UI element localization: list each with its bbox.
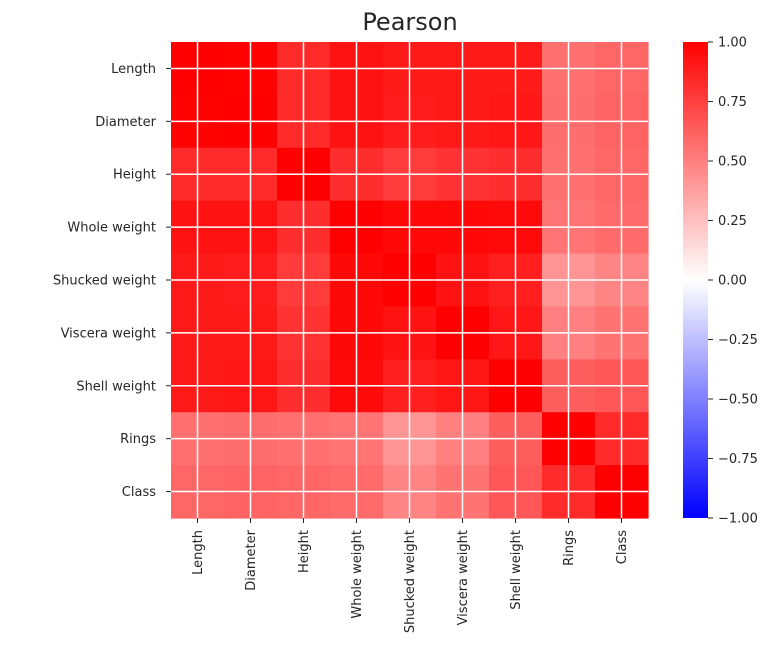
colorbar-tick-label: 0.50 (718, 155, 747, 170)
colorbar-tick-label: −0.25 (718, 333, 758, 348)
colorbar-ticks: 1.00 0.75 0.50 0.25 0.00 −0.25 −0.50 −0.75 −1.00 (708, 36, 758, 527)
x-tick-label: Whole weight (350, 530, 365, 619)
y-tick-label: Shucked weight (53, 274, 156, 289)
y-tick-label: Class (122, 485, 156, 500)
colorbar-tick-label: −1.00 (718, 512, 758, 527)
colorbar-tick-label: 0.75 (718, 95, 747, 110)
x-tick-label: Length (191, 530, 206, 575)
y-tick-labels: Length Diameter Height Whole weight Shucked … (53, 62, 171, 500)
y-tick-label: Rings (120, 432, 156, 447)
colorbar-tick-label: 0.25 (718, 214, 747, 229)
colorbar-tick-label: −0.50 (718, 393, 758, 408)
x-tick-label: Rings (562, 530, 577, 566)
x-tick-label: Viscera weight (456, 530, 471, 625)
x-tick-label: Class (615, 530, 630, 564)
colorbar-tick-label: −0.75 (718, 452, 758, 467)
colorbar-tick-label: 1.00 (718, 36, 747, 51)
colorbar (683, 42, 708, 518)
y-tick-label: Diameter (95, 115, 156, 130)
x-tick-label: Shucked weight (403, 530, 418, 633)
y-tick-label: Length (111, 62, 156, 77)
y-tick-label: Shell weight (76, 379, 156, 394)
heatmap-gridlines (171, 42, 648, 518)
colorbar-tick-label: 0.00 (718, 274, 747, 289)
x-tick-label: Diameter (244, 529, 259, 590)
y-tick-label: Height (113, 168, 156, 183)
x-tick-label: Height (297, 530, 312, 573)
chart-title: Pearson (362, 8, 457, 36)
x-tick-labels: Length Diameter Height Whole weight Shucked … (191, 518, 630, 633)
y-tick-label: Viscera weight (61, 326, 156, 341)
y-tick-label: Whole weight (67, 221, 156, 236)
x-tick-label: Shell weight (509, 530, 524, 610)
